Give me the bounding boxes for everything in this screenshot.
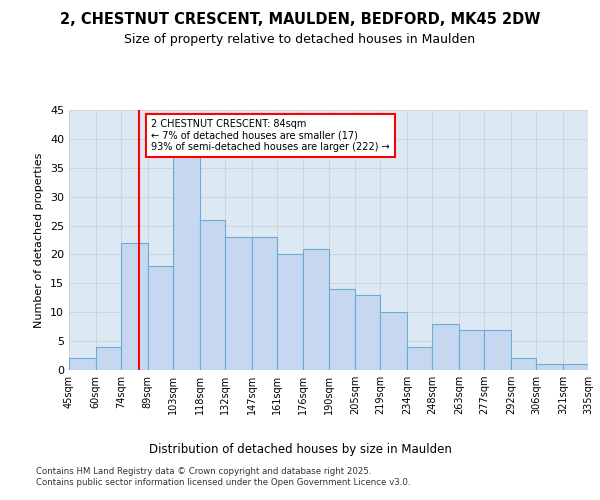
Text: Contains HM Land Registry data © Crown copyright and database right 2025.
Contai: Contains HM Land Registry data © Crown c… (36, 468, 410, 487)
Bar (148, 266, 173, 370)
Bar (563, 364, 588, 370)
Bar (69, 358, 96, 370)
Bar (329, 289, 355, 370)
Text: Size of property relative to detached houses in Maulden: Size of property relative to detached ho… (124, 32, 476, 46)
Bar (277, 254, 304, 370)
Bar (536, 364, 563, 370)
Bar (224, 237, 251, 370)
Bar (200, 220, 224, 370)
Text: 2, CHESTNUT CRESCENT, MAULDEN, BEDFORD, MK45 2DW: 2, CHESTNUT CRESCENT, MAULDEN, BEDFORD, … (60, 12, 540, 28)
Bar (432, 324, 459, 370)
Bar (407, 347, 432, 370)
Bar (355, 295, 380, 370)
Bar (173, 156, 200, 370)
Bar (459, 330, 484, 370)
Bar (511, 358, 536, 370)
Bar (96, 347, 121, 370)
Bar (121, 243, 148, 370)
Bar (304, 248, 329, 370)
Text: 2 CHESTNUT CRESCENT: 84sqm
← 7% of detached houses are smaller (17)
93% of semi-: 2 CHESTNUT CRESCENT: 84sqm ← 7% of detac… (151, 118, 390, 152)
Text: Distribution of detached houses by size in Maulden: Distribution of detached houses by size … (149, 442, 451, 456)
Bar (484, 330, 511, 370)
Bar (251, 237, 277, 370)
Bar (380, 312, 407, 370)
Y-axis label: Number of detached properties: Number of detached properties (34, 152, 44, 328)
